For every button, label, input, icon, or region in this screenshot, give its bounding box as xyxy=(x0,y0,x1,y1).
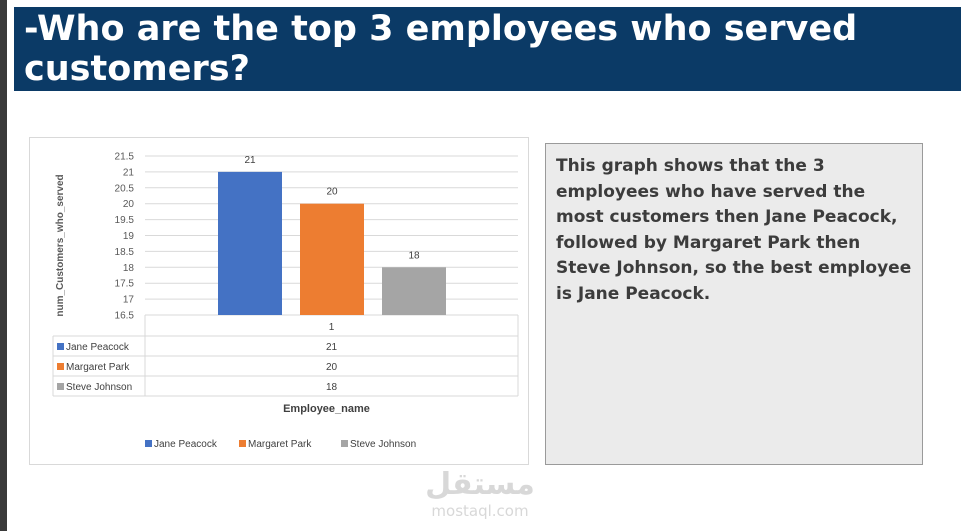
table-category-label: 1 xyxy=(329,322,335,333)
watermark-logo: مستقل xyxy=(425,467,535,502)
legend-key xyxy=(341,440,348,447)
bar-jane-peacock xyxy=(218,171,282,315)
description-box: This graph shows that the 3 employees wh… xyxy=(545,143,923,465)
y-tick-label: 18.5 xyxy=(115,247,135,258)
legend-entry: Margaret Park xyxy=(248,439,312,450)
legend-key xyxy=(145,440,152,447)
y-tick-label: 17.5 xyxy=(115,279,135,290)
y-tick-label: 21 xyxy=(123,167,135,178)
bar-steve-johnson xyxy=(382,267,446,315)
y-axis-title: num_Customers_who_served xyxy=(55,174,66,316)
chart-panel: 16.5 17 17.5 18 18.5 19 19.5 20 20.5 21 21.5 num_Cu… xyxy=(29,137,529,465)
bar-data-label: 18 xyxy=(408,250,420,261)
y-tick-label: 19 xyxy=(123,231,135,242)
x-axis-title: Employee_name xyxy=(283,403,370,415)
slide-title: -Who are the top 3 employees who served … xyxy=(14,7,961,91)
y-tick-label: 18 xyxy=(123,263,135,274)
left-edge-strip xyxy=(0,0,7,531)
legend-entry: Jane Peacock xyxy=(154,439,218,450)
table-series-name: Jane Peacock xyxy=(66,342,130,353)
table-series-name: Margaret Park xyxy=(66,362,130,373)
table-series-name: Steve Johnson xyxy=(66,382,132,393)
bar-data-label: 21 xyxy=(244,155,256,166)
table-value: 20 xyxy=(326,362,338,373)
table-legend-key xyxy=(57,343,64,350)
watermark-url: mostaql.com xyxy=(431,502,529,520)
legend-entry: Steve Johnson xyxy=(350,439,416,450)
table-value: 21 xyxy=(326,342,338,353)
y-tick-label: 20.5 xyxy=(115,183,135,194)
table-legend-key xyxy=(57,383,64,390)
bar-margaret-park xyxy=(300,203,364,315)
y-tick-label: 19.5 xyxy=(115,215,135,226)
y-tick-label: 17 xyxy=(123,295,135,306)
legend-key xyxy=(239,440,246,447)
y-tick-label: 20 xyxy=(123,199,135,210)
y-tick-label: 16.5 xyxy=(115,311,135,322)
watermark: مستقل mostaql.com xyxy=(420,468,540,523)
bar-chart: 16.5 17 17.5 18 18.5 19 19.5 20 20.5 21 21.5 num_Cu… xyxy=(52,152,519,450)
table-legend-key xyxy=(57,363,64,370)
y-tick-label: 21.5 xyxy=(115,152,135,163)
bar-data-label: 20 xyxy=(326,187,338,198)
table-value: 18 xyxy=(326,382,338,393)
